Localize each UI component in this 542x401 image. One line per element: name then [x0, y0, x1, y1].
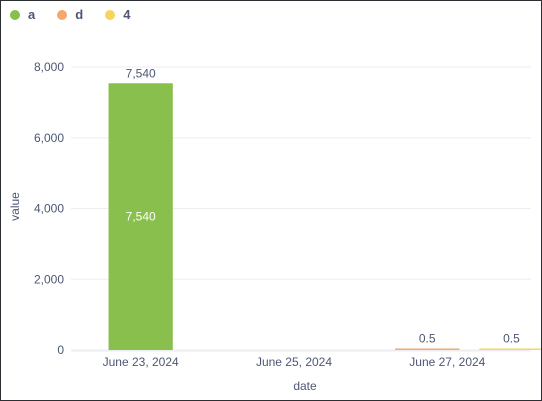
y-tick-label-4: 8,000: [34, 60, 64, 74]
x-axis-title: date: [293, 379, 317, 393]
bar-a-0: [108, 83, 173, 351]
chart-legend: a d 4: [10, 7, 152, 22]
bar-4-2: [479, 348, 541, 350]
legend-item-d[interactable]: d: [57, 7, 83, 22]
legend-label-a: a: [28, 7, 36, 22]
legend-item-4[interactable]: 4: [105, 7, 130, 22]
bar-label-d-2: 0.5: [419, 332, 436, 346]
bar-label-4-2: 0.5: [503, 332, 520, 346]
bar-label-a-0: 7,540: [126, 66, 156, 80]
legend-label-4: 4: [123, 7, 131, 22]
legend-label-d: d: [75, 7, 84, 22]
legend-item-a[interactable]: a: [10, 7, 35, 22]
y-tick-label-3: 6,000: [34, 131, 64, 145]
legend-dot-d: [57, 9, 68, 20]
x-tick-label-1: June 25, 2024: [256, 355, 332, 369]
bar-d-2: [395, 348, 460, 350]
y-tick-label-1: 2,000: [34, 272, 64, 286]
x-tick-label-0: June 23, 2024: [103, 355, 179, 369]
y-tick-label-0: 0: [57, 343, 64, 357]
y-axis-title: value: [8, 192, 22, 221]
legend-dot-a: [10, 9, 20, 20]
y-tick-label-2: 4,000: [34, 202, 64, 216]
bar-inner-label-a-0: 7,540: [126, 210, 156, 224]
legend-dot-4: [105, 9, 116, 20]
x-tick-label-2: June 27, 2024: [409, 355, 485, 369]
